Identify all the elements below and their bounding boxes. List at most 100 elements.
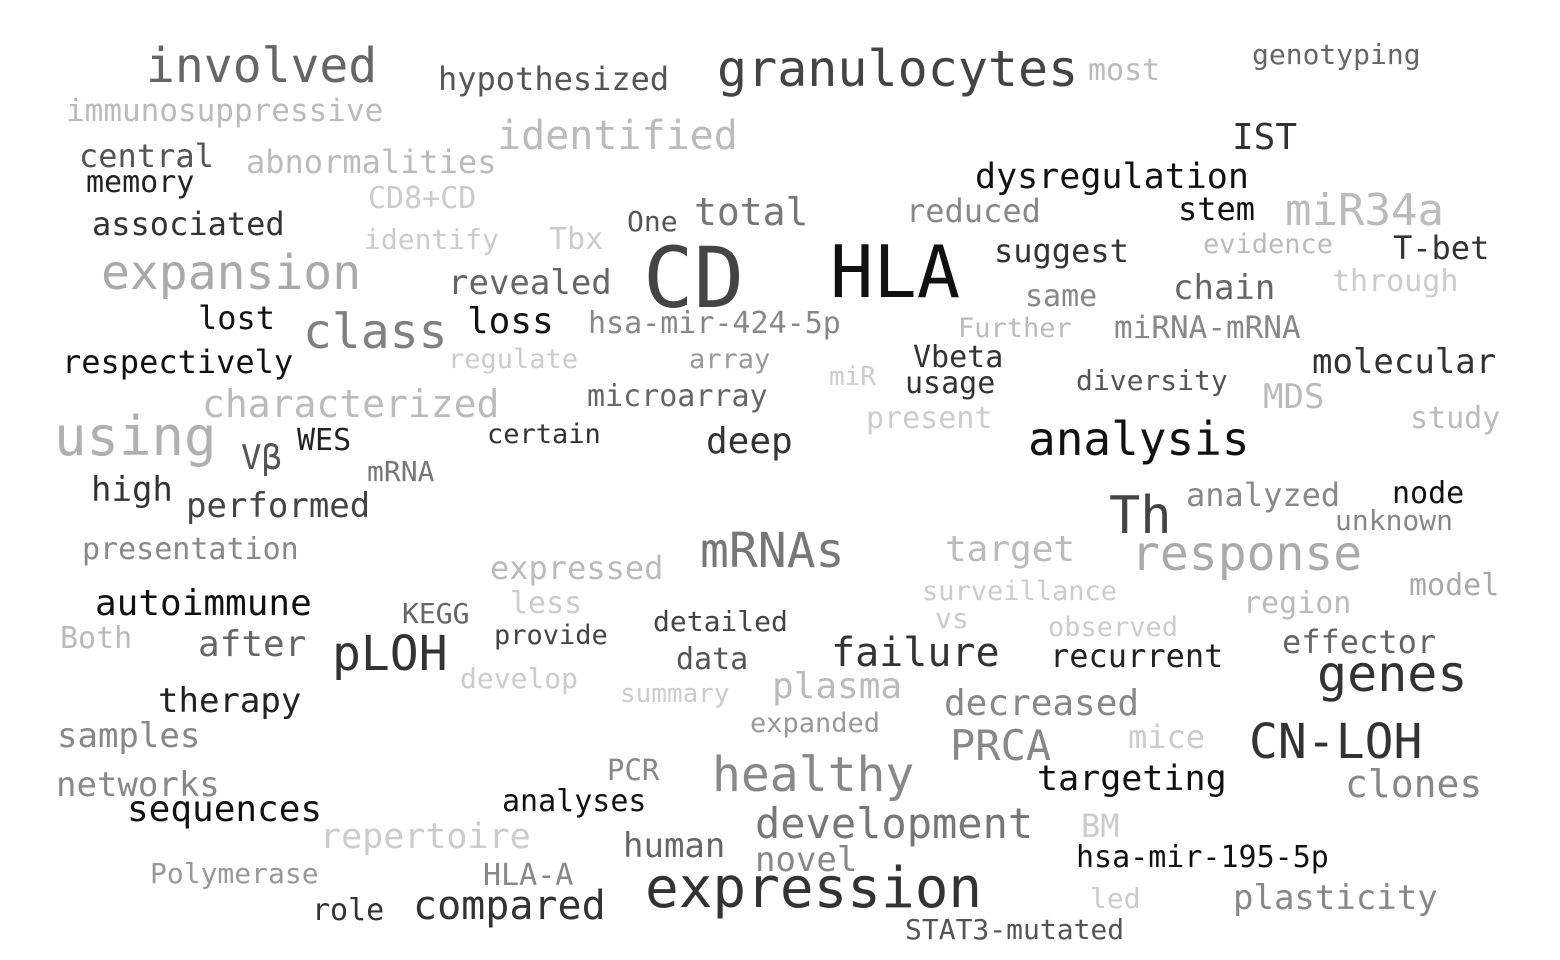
word: analyzed	[1186, 476, 1341, 514]
word: regulate	[448, 344, 579, 375]
word: STAT3-mutated	[905, 913, 1125, 946]
word: recurrent	[1050, 637, 1224, 675]
word: sequences	[127, 789, 323, 830]
word: suggest	[994, 232, 1129, 270]
word: KEGG	[402, 597, 470, 630]
word: genes	[1317, 645, 1468, 703]
word: summary	[620, 679, 730, 709]
word: node	[1392, 476, 1465, 511]
word: novel	[755, 840, 858, 880]
word: failure	[831, 630, 1000, 676]
word: respectively	[62, 343, 294, 381]
word: mRNAs	[700, 523, 845, 579]
word: deep	[706, 421, 793, 462]
word: most	[1088, 53, 1161, 88]
word: performed	[186, 486, 371, 526]
word: diversity	[1076, 364, 1228, 397]
word: hsa-mir-424-5p	[588, 306, 841, 341]
word: effector	[1282, 623, 1437, 661]
word: central	[79, 137, 214, 175]
word: PCR	[607, 753, 660, 787]
word: therapy	[158, 681, 302, 721]
word: certain	[487, 419, 601, 450]
word: develop	[460, 662, 579, 695]
word: Vβ	[241, 438, 282, 478]
word: miRNA-mRNA	[1114, 310, 1301, 346]
word: vs	[935, 602, 969, 635]
word: expanded	[750, 708, 881, 739]
word: after	[198, 624, 307, 665]
word: memory	[86, 165, 195, 200]
word: decreased	[944, 683, 1140, 724]
word: pLOH	[332, 626, 448, 682]
word: compared	[413, 883, 606, 929]
word: presentation	[82, 532, 299, 567]
word: clones	[1345, 762, 1483, 806]
word: stem	[1178, 190, 1256, 228]
word: less	[510, 586, 583, 621]
word: total	[694, 190, 809, 234]
word: characterized	[202, 382, 500, 426]
word: class	[303, 304, 448, 360]
word: hsa-mir-195-5p	[1076, 840, 1329, 875]
word: Vbeta	[913, 340, 1004, 375]
word: data	[676, 642, 749, 677]
word: associated	[92, 205, 285, 243]
word: healthy	[712, 747, 915, 803]
word: usage	[905, 366, 996, 401]
word: molecular	[1312, 342, 1497, 382]
word: analyses	[502, 784, 647, 819]
word: identify	[364, 223, 499, 256]
word: plasticity	[1233, 878, 1438, 918]
word: human	[623, 826, 726, 866]
word: identified	[497, 113, 738, 159]
word: mRNA	[367, 455, 435, 488]
word: networks	[56, 765, 220, 805]
word: lost	[198, 299, 276, 337]
word: CN-LOH	[1249, 714, 1423, 770]
word: genotyping	[1252, 38, 1421, 71]
word: through	[1332, 264, 1459, 299]
word: response	[1131, 526, 1363, 582]
word: chain	[1173, 268, 1276, 308]
word: miR	[829, 362, 876, 392]
word: expansion	[101, 245, 362, 301]
word: HLA	[830, 230, 961, 314]
word: revealed	[448, 263, 612, 303]
word: One	[627, 205, 678, 238]
word: autoimmune	[95, 583, 312, 624]
word: miR34a	[1285, 185, 1444, 236]
word: target	[945, 529, 1076, 570]
word: Th	[1109, 486, 1172, 546]
word: analysis	[1028, 412, 1250, 466]
word: hypothesized	[438, 60, 670, 98]
word: MDS	[1263, 377, 1325, 417]
word: detailed	[653, 605, 788, 638]
word: using	[54, 405, 217, 468]
word: reduced	[906, 192, 1041, 230]
word: expressed	[490, 549, 664, 587]
word: Both	[60, 621, 133, 656]
word: granulocytes	[717, 40, 1079, 98]
word: model	[1409, 568, 1500, 603]
word: targeting	[1037, 759, 1227, 799]
word: role	[312, 893, 385, 928]
word: CD	[643, 229, 745, 327]
word: surveillance	[922, 576, 1118, 607]
word: PRCA	[950, 721, 1052, 770]
word: array	[689, 344, 771, 375]
word: high	[91, 470, 173, 510]
word: repertoire	[320, 817, 531, 857]
word: Further	[958, 313, 1072, 344]
word: BM	[1081, 807, 1120, 845]
word: present	[866, 401, 993, 436]
word: WES	[297, 423, 352, 458]
word: immunosuppressive	[66, 93, 384, 129]
word: expression	[645, 856, 983, 921]
word: plasma	[772, 666, 903, 707]
word: HLA-A	[483, 858, 574, 893]
word: Tbx	[549, 222, 604, 257]
word: led	[1090, 882, 1141, 915]
word: IST	[1232, 117, 1298, 158]
